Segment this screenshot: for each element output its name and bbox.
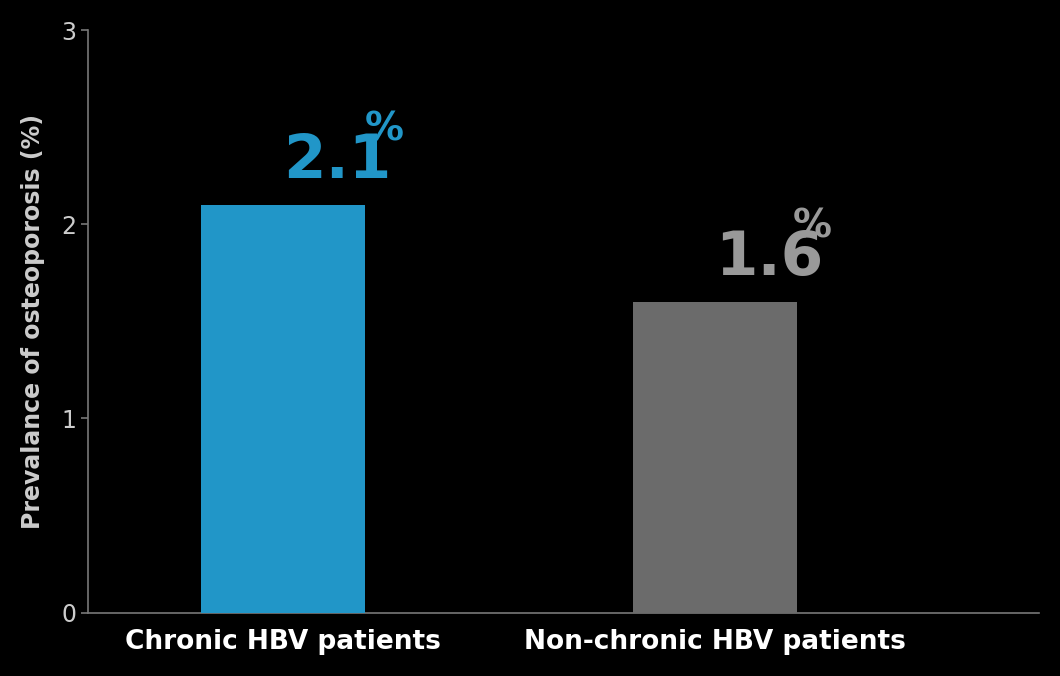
Y-axis label: Prevalance of osteoporosis (%): Prevalance of osteoporosis (%) (21, 114, 45, 529)
Text: 2.1: 2.1 (283, 132, 391, 191)
Text: 1.6: 1.6 (716, 229, 824, 289)
Bar (633, 302, 797, 612)
Text: %: % (365, 111, 404, 149)
Bar (200, 205, 365, 612)
Text: %: % (793, 208, 832, 246)
